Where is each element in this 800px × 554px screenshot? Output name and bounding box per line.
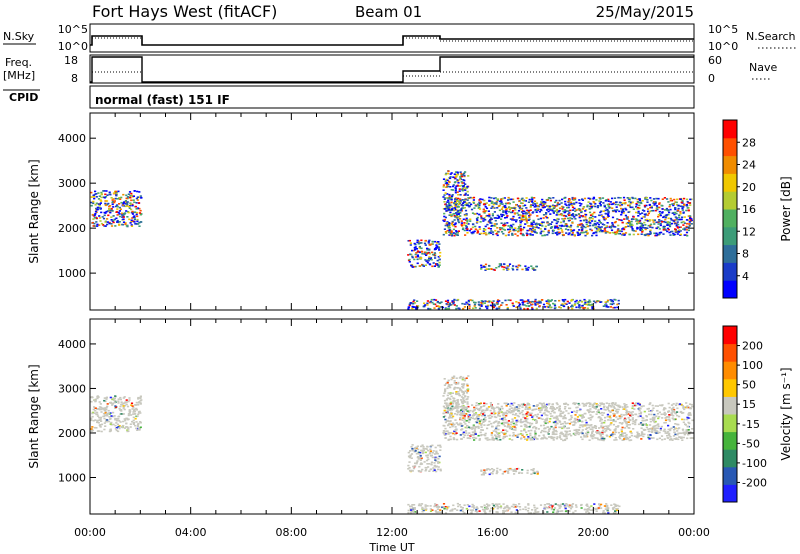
colorbar-segment <box>723 120 737 139</box>
y-tick-label: 1000 <box>58 471 86 484</box>
y-tick-label: 3000 <box>58 382 86 395</box>
freq-tick-high: 18 <box>64 54 78 67</box>
colorbar-segment <box>723 262 737 281</box>
colorbar-tick-label: -200 <box>742 476 767 489</box>
colorbar-tick-label: 15 <box>742 398 756 411</box>
colorbar-tick-label: 24 <box>742 159 756 172</box>
echo-region-3 <box>442 375 470 417</box>
x-tick-label: 00:00 <box>678 526 710 539</box>
colorbar-segment <box>723 191 737 210</box>
plot-title: Fort Hays West (fitACF) <box>92 2 277 21</box>
freq-trace <box>90 56 694 83</box>
nave-tick-low: 0 <box>708 72 715 85</box>
echo-region-4 <box>480 467 539 476</box>
colorbar-tick-label: 200 <box>742 340 763 353</box>
echo-region-0 <box>90 190 143 228</box>
power-panel: 1000 2000 3000 4000 Slant Range [km] <box>27 112 695 311</box>
nave-trace <box>92 71 694 77</box>
echo-region-2 <box>442 402 694 442</box>
nsky-trace <box>90 35 694 46</box>
colorbar-segment <box>723 431 737 450</box>
colorbar-segment <box>723 226 737 246</box>
echo-region-3 <box>442 170 470 212</box>
colorbar-segment <box>723 414 737 433</box>
nsearch-tick-low: 10^0 <box>708 40 738 53</box>
colorbar-segment <box>723 466 737 485</box>
velocity-colorbar: 200 100 50 15 -15 -50 -100 -200 Velocity [m s⁻¹] <box>722 325 793 503</box>
cpid-label: CPID <box>9 91 38 104</box>
nsky-label: N.Sky <box>3 30 35 43</box>
colorbar-segment <box>723 244 737 263</box>
colorbar-tick-label: 4 <box>742 270 749 283</box>
colorbar-tick-label: 20 <box>742 181 756 194</box>
colorbar-segment <box>723 280 737 299</box>
colorbar-segment <box>723 449 737 468</box>
echo-region-5 <box>407 298 620 310</box>
nsearch-tick-high: 10^5 <box>708 23 738 36</box>
y-tick-label: 1000 <box>58 267 86 280</box>
cpid-strip: CPID normal (fast) 151 IF <box>3 85 695 109</box>
x-tick-label: 20:00 <box>577 526 609 539</box>
y-tick-label: 2000 <box>58 222 86 235</box>
freq-tick-low: 8 <box>71 72 78 85</box>
colorbar-segment <box>723 326 737 345</box>
time-axis-labels: 00:00 04:00 08:00 12:00 16:00 20:00 00:00 <box>74 526 710 539</box>
colorbar-segment <box>723 396 737 415</box>
colorbar-tick-label: -50 <box>742 437 760 450</box>
nsky-strip: N.Sky 10^5 10^0 10^5 10^0 N.Search <box>3 23 796 53</box>
echo-region-4 <box>480 263 538 271</box>
echo-region-2 <box>442 196 693 237</box>
x-tick-label: 04:00 <box>175 526 207 539</box>
colorbar-tick-label: -15 <box>742 418 760 431</box>
echo-region-5 <box>407 502 621 514</box>
y-tick-label: 4000 <box>58 132 86 145</box>
colorbar-tick-label: 100 <box>742 359 763 372</box>
colorbar-segment <box>723 343 737 362</box>
panel-frame <box>89 318 695 515</box>
colorbar-segment <box>723 173 737 192</box>
nsearch-trace <box>92 37 694 42</box>
x-tick-label: 16:00 <box>477 526 509 539</box>
nsky-tick-high: 10^5 <box>58 23 88 36</box>
nsearch-label: N.Search <box>746 30 796 43</box>
colorbar-segment <box>723 378 737 397</box>
echo-region-1 <box>407 444 442 473</box>
colorbar-title: Velocity [m s⁻¹] <box>779 367 793 460</box>
colorbar-segment <box>723 361 737 380</box>
y-tick-label: 4000 <box>58 338 86 351</box>
beam-label: Beam 01 <box>355 3 422 21</box>
echo-region-0 <box>90 395 143 433</box>
colorbar-title: Power [dB] <box>779 176 793 241</box>
colorbar-tick-label: 28 <box>742 136 756 149</box>
echo-region-1 <box>407 239 442 268</box>
colorbar-segment <box>723 137 737 157</box>
nave-tick-high: 60 <box>708 54 722 67</box>
y-axis-title: Slant Range [km] <box>27 364 41 468</box>
x-tick-label: 12:00 <box>376 526 408 539</box>
colorbar-tick-label: -100 <box>742 457 767 470</box>
colorbar-tick-label: 16 <box>742 203 756 216</box>
y-tick-label: 3000 <box>58 177 86 190</box>
y-tick-label: 2000 <box>58 427 86 440</box>
x-tick-label: 08:00 <box>275 526 307 539</box>
freq-unit-label: [MHz] <box>3 69 35 82</box>
freq-strip: Freq. [MHz] 18 8 60 0 Nave <box>3 54 777 85</box>
freq-label: Freq. <box>5 56 32 69</box>
nave-label: Nave <box>749 61 777 74</box>
time-axis-title: Time UT <box>368 541 414 554</box>
colorbar-tick-label: 12 <box>742 225 756 238</box>
y-axis-title: Slant Range [km] <box>27 159 41 263</box>
x-tick-label: 00:00 <box>74 526 106 539</box>
cpid-text: normal (fast) 151 IF <box>95 93 230 107</box>
power-colorbar: 28 24 20 16 12 8 4 Power [dB] <box>722 119 793 299</box>
colorbar-tick-label: 8 <box>742 248 749 261</box>
nsky-tick-low: 10^0 <box>58 40 88 53</box>
colorbar-tick-label: 50 <box>742 379 756 392</box>
colorbar-segment <box>723 209 737 228</box>
colorbar-segment <box>723 484 737 503</box>
date-label: 25/May/2015 <box>596 3 694 21</box>
colorbar-segment <box>723 155 737 174</box>
velocity-panel: 1000 2000 3000 4000 Slant Range [km] <box>27 318 695 515</box>
